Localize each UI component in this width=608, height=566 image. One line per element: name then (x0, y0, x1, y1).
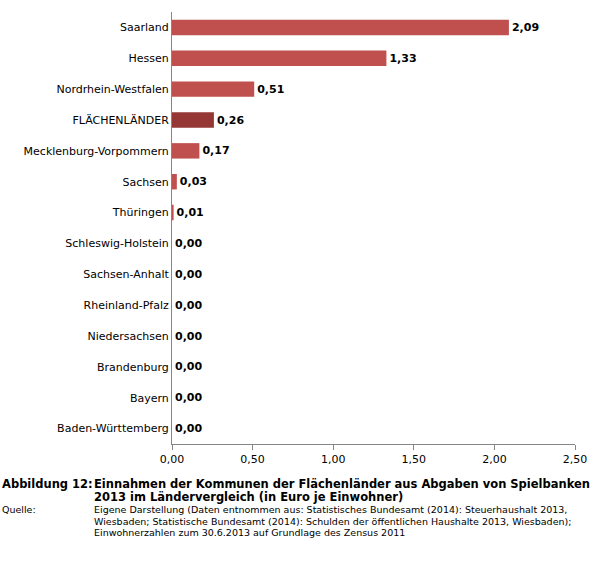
html-text:Quelle:: Quelle: (2, 504, 36, 515)
svg-text:Sachsen: Sachsen (123, 176, 169, 189)
svg-text:Hessen: Hessen (129, 52, 169, 65)
svg-text:Brandenburg: Brandenburg (97, 361, 169, 374)
svg-text:Schleswig-Holstein: Schleswig-Holstein (65, 237, 168, 250)
svg-text:0,00: 0,00 (175, 330, 202, 343)
svg-text:0,00: 0,00 (175, 391, 202, 404)
svg-text:0,00: 0,00 (160, 453, 185, 466)
svg-text:0,51: 0,51 (257, 83, 284, 96)
svg-text:Mecklenburg-Vorpommern: Mecklenburg-Vorpommern (24, 145, 169, 158)
svg-text:2,00: 2,00 (482, 453, 507, 466)
svg-text:1,33: 1,33 (389, 52, 416, 65)
svg-text:0,17: 0,17 (202, 144, 229, 157)
svg-text:0,26: 0,26 (217, 114, 244, 127)
svg-text:0,00: 0,00 (175, 268, 202, 281)
svg-text:2,50: 2,50 (563, 453, 588, 466)
svg-text:Saarland: Saarland (120, 21, 169, 34)
svg-text:Thüringen: Thüringen (112, 206, 169, 219)
svg-text:0,00: 0,00 (175, 237, 202, 250)
svg-text:0,00: 0,00 (175, 360, 202, 373)
svg-text:2,09: 2,09 (512, 21, 539, 34)
svg-text:Bayern: Bayern (130, 392, 169, 405)
svg-text:1,00: 1,00 (321, 453, 346, 466)
svg-text:0,50: 0,50 (240, 453, 265, 466)
svg-text:0,00: 0,00 (175, 299, 202, 312)
svg-text:Niedersachsen: Niedersachsen (88, 330, 169, 343)
svg-text:1,50: 1,50 (402, 453, 427, 466)
svg-text:Rheinland-Pfalz: Rheinland-Pfalz (84, 299, 169, 312)
html-text:Abbildung 12: Einnahmen der Ko: Abbildung 12: Einnahmen der Kommunen der… (2, 477, 590, 504)
svg-text:Sachsen-Anhalt: Sachsen-Anhalt (83, 268, 169, 281)
svg-text:0,03: 0,03 (180, 175, 207, 188)
svg-text:Baden-Württemberg: Baden-Württemberg (57, 422, 169, 435)
svg-text:0,01: 0,01 (177, 206, 204, 219)
svg-text:Nordrhein-Westfalen: Nordrhein-Westfalen (56, 83, 168, 96)
svg-text:0,00: 0,00 (175, 422, 202, 435)
html-text:Eigene Darstellung (Daten entn: Eigene Darstellung (Daten entnommen aus:… (94, 504, 572, 538)
svg-text:FLÄCHENLÄNDER: FLÄCHENLÄNDER (72, 114, 169, 127)
